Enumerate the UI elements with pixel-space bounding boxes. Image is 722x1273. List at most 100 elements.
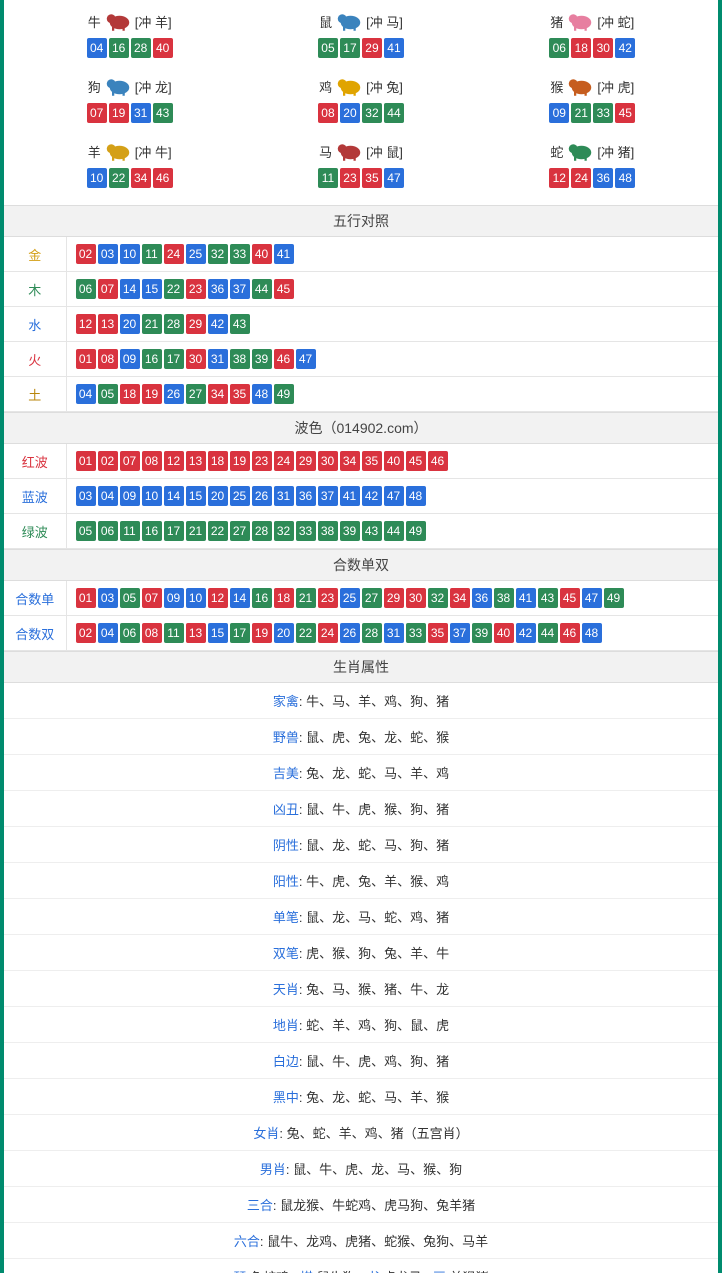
attr-key: 吉美 [273,766,299,781]
number-ball: 36 [593,168,613,188]
number-ball: 02 [76,244,96,264]
attr-value: 鼠、牛、虎、猴、狗、猪 [306,802,449,817]
zodiac-clash: [冲 猪] [597,142,634,161]
heshu-table: 合数单 010305070910121416182123252729303234… [4,581,718,651]
number-ball: 28 [362,623,382,643]
attr-row: 双笔: 虎、猴、狗、兔、羊、牛 [4,935,718,971]
zodiac-numbers: 12243648 [477,167,708,189]
attr-key: 阴性 [273,838,299,853]
number-ball: 28 [252,521,272,541]
attr-row: 女肖: 兔、蛇、羊、鸡、猪（五宫肖） [4,1115,718,1151]
attr-value: 兔、马、猴、猪、牛、龙 [306,982,449,997]
number-ball: 12 [164,451,184,471]
attr-key: 地肖 [273,1018,299,1033]
number-ball: 26 [340,623,360,643]
row-numbers: 03040910141520252631363741424748 [66,479,718,514]
zodiac-cell: 牛 [冲 羊] 04162840 [14,6,245,67]
attr-row: 家禽: 牛、马、羊、鸡、狗、猪 [4,683,718,719]
zodiac-numbers: 10223446 [14,167,245,189]
number-ball: 09 [164,588,184,608]
attr-key: 女肖 [253,1126,279,1141]
number-ball: 06 [120,623,140,643]
zodiac-icon [103,140,133,162]
attr-row: 吉美: 兔、龙、蛇、马、羊、鸡 [4,755,718,791]
zodiac-name: 马 [319,142,332,161]
attr-row: 阴性: 鼠、龙、蛇、马、狗、猪 [4,827,718,863]
attr-row: 白边: 鼠、牛、虎、鸡、狗、猪 [4,1043,718,1079]
row-label: 蓝波 [4,479,66,514]
number-ball: 29 [296,451,316,471]
number-ball: 08 [98,349,118,369]
number-ball: 06 [98,521,118,541]
section-header-heshu: 合数单双 [4,549,718,581]
number-ball: 19 [230,451,250,471]
number-ball: 06 [76,279,96,299]
attr-key: 双笔 [273,946,299,961]
number-ball: 36 [472,588,492,608]
number-ball: 31 [274,486,294,506]
table-row: 土 04051819262734354849 [4,377,718,412]
number-ball: 22 [208,521,228,541]
number-ball: 34 [340,451,360,471]
number-ball: 14 [230,588,250,608]
zodiac-numbers: 05172941 [245,37,476,59]
number-ball: 24 [164,244,184,264]
row-label: 土 [4,377,66,412]
number-ball: 31 [384,623,404,643]
number-ball: 44 [252,279,272,299]
number-ball: 46 [274,349,294,369]
row-label: 绿波 [4,514,66,549]
attr-footer-row: 琴:兔蛇鸡 棋:鼠牛狗 书:虎龙马 画:羊猴猪 [4,1259,718,1273]
number-ball: 20 [120,314,140,334]
row-numbers: 06071415222336374445 [66,272,718,307]
number-ball: 12 [76,314,96,334]
number-ball: 35 [362,168,382,188]
number-ball: 15 [142,279,162,299]
number-ball: 18 [208,451,228,471]
number-ball: 33 [406,623,426,643]
number-ball: 21 [186,521,206,541]
attr-row: 地肖: 蛇、羊、鸡、狗、鼠、虎 [4,1007,718,1043]
number-ball: 49 [406,521,426,541]
attr-row: 凶丑: 鼠、牛、虎、猴、狗、猪 [4,791,718,827]
attr-row: 三合: 鼠龙猴、牛蛇鸡、虎马狗、兔羊猪 [4,1187,718,1223]
number-ball: 15 [186,486,206,506]
number-ball: 12 [208,588,228,608]
attr-value: 鼠、龙、马、蛇、鸡、猪 [306,910,449,925]
number-ball: 36 [208,279,228,299]
number-ball: 05 [98,384,118,404]
number-ball: 04 [87,38,107,58]
zodiac-icon [334,75,364,97]
number-ball: 17 [340,38,360,58]
number-ball: 40 [153,38,173,58]
number-ball: 05 [120,588,140,608]
number-ball: 10 [87,168,107,188]
number-ball: 13 [98,314,118,334]
number-ball: 48 [615,168,635,188]
number-ball: 33 [230,244,250,264]
attr-key: 凶丑 [273,802,299,817]
row-label: 红波 [4,444,66,479]
table-row: 红波 0102070812131819232429303435404546 [4,444,718,479]
number-ball: 16 [142,349,162,369]
attr-value: 鼠、牛、虎、龙、马、猴、狗 [293,1162,462,1177]
attr-row: 男肖: 鼠、牛、虎、龙、马、猴、狗 [4,1151,718,1187]
number-ball: 07 [87,103,107,123]
attr-row: 单笔: 鼠、龙、马、蛇、鸡、猪 [4,899,718,935]
bose-table: 红波 0102070812131819232429303435404546蓝波 … [4,444,718,549]
number-ball: 03 [76,486,96,506]
table-row: 金 02031011242532334041 [4,237,718,272]
zodiac-icon [565,10,595,32]
attr-key: 黑中 [273,1090,299,1105]
number-ball: 30 [406,588,426,608]
row-numbers: 05061116172122272832333839434449 [66,514,718,549]
number-ball: 01 [76,349,96,369]
zodiac-numbers: 08203244 [245,102,476,124]
number-ball: 08 [318,103,338,123]
number-ball: 03 [98,244,118,264]
number-ball: 39 [472,623,492,643]
number-ball: 40 [494,623,514,643]
number-ball: 32 [208,244,228,264]
number-ball: 27 [186,384,206,404]
zodiac-numbers: 11233547 [245,167,476,189]
